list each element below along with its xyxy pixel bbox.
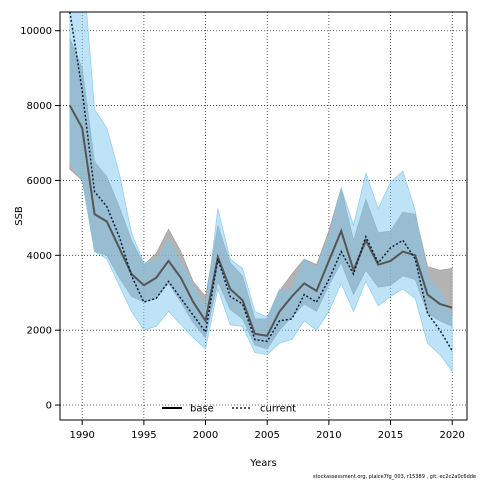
footnote: stockassessment.org, plaice7fg_003, r153…: [313, 474, 476, 480]
x-axis-title: Years: [249, 458, 276, 469]
x-tick-label: 1995: [131, 430, 156, 441]
y-tick-label: 6000: [27, 176, 52, 187]
y-axis-title: SSB: [14, 206, 25, 226]
y-tick-label: 2000: [27, 326, 52, 337]
legend-label-base: base: [190, 404, 214, 415]
x-tick-label: 2010: [316, 430, 341, 441]
current-confidence-band: [69, 12, 453, 373]
axis-ticks: 1990 1995 2000 2005 2010 2015 2020 0 2000 4000 600…: [20, 26, 465, 441]
x-tick-label: 2000: [193, 430, 218, 441]
x-tick-label: 2020: [439, 430, 464, 441]
legend: base current: [162, 404, 296, 415]
plot-frame: [59, 11, 468, 421]
x-tick-label: 2015: [378, 430, 403, 441]
confidence-bands: [69, 12, 453, 373]
y-tick-label: 0: [46, 401, 52, 412]
x-tick-label: 1990: [69, 430, 94, 441]
legend-label-current: current: [260, 404, 296, 415]
y-tick-label: 10000: [20, 26, 52, 37]
series-lines: [68, 12, 453, 352]
y-tick-label: 8000: [27, 101, 52, 112]
base-series-line: [68, 105, 453, 337]
x-tick-label: 2005: [254, 430, 279, 441]
y-tick-label: 4000: [27, 251, 52, 262]
